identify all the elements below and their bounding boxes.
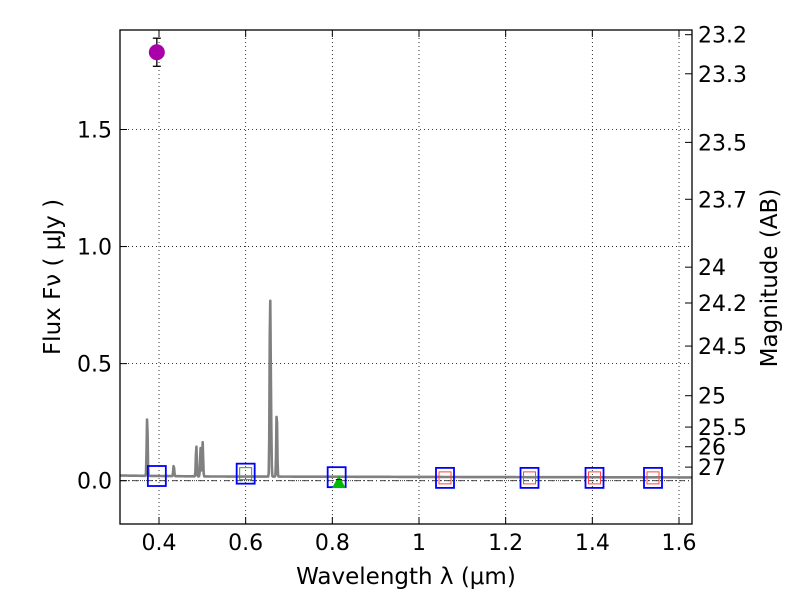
y2-tick-label: 25.5 [698,416,747,441]
y-axis-title: Flux Fν ( μJy ) [40,199,66,355]
y2-tick-label: 24.2 [698,292,747,317]
x-tick-label: 0.8 [315,531,350,556]
x-tick-label: 1 [412,531,426,556]
grid-layer [120,30,692,524]
x-tick-label: 0.6 [228,531,263,556]
markers-layer [146,37,663,489]
spectrum-layer [119,299,693,479]
inner-photometry-box [588,471,601,485]
x-axis-title: Wavelength λ (μm) [296,564,516,590]
model-photometry-box [146,465,167,487]
y2-tick-label: 23.5 [698,131,747,156]
upper-limit-marker [331,475,346,489]
x-tick-label: 0.4 [142,531,177,556]
y2-tick-label: 25 [698,385,726,410]
y-tick-label: 1.5 [77,119,112,144]
x-tick-label: 1.6 [662,531,697,556]
model-spectrum-line [119,299,693,479]
model-photometry-box [435,466,455,489]
inner-photometry-box [523,471,536,485]
y2-tick-label: 24 [698,256,726,281]
x-tick-label: 1.2 [488,531,523,556]
model-photometry-box [584,466,605,489]
y2-tick-label: 23.2 [698,24,747,49]
model-photometry-box [235,462,256,485]
inner-photometry-box [646,471,660,485]
model-photometry-box [519,466,540,489]
inner-photometry-box [239,467,253,481]
y-tick-label: 0.0 [77,470,112,495]
plot-frame [119,29,693,525]
y-tick-label: 0.5 [77,353,112,378]
x-tick-label: 1.4 [575,531,610,556]
observed-point [148,44,165,61]
model-photometry-box [643,466,663,489]
y2-tick-label: 26 [698,436,726,461]
y2-tick-label: 23.7 [698,188,747,213]
y2-tick-label: 27 [698,456,726,481]
y-tick-label: 1.0 [77,236,112,261]
inner-photometry-box [438,471,452,485]
y2-tick-label: 24.5 [698,335,747,360]
ticks-layer: 0.4 0.6 0.8 1 1.2 1.4 1.6 0.0 0.5 1.0 1.5 23.2 23.3 2… [77,24,747,556]
y2-tick-label: 23.3 [698,63,747,88]
y2-axis-title: Magnitude (AB) [757,189,783,368]
